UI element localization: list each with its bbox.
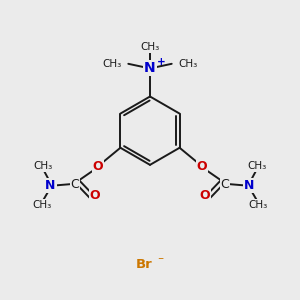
Text: O: O [200,189,210,202]
Text: CH₃: CH₃ [103,59,122,69]
Text: ⁻: ⁻ [157,255,164,268]
Text: Br: Br [136,258,152,271]
Text: CH₃: CH₃ [140,42,160,52]
Text: CH₃: CH₃ [248,200,267,210]
Text: CH₃: CH₃ [178,59,197,69]
Text: C: C [221,178,230,190]
Text: O: O [90,189,101,202]
Text: CH₃: CH₃ [247,161,266,171]
Text: O: O [196,160,207,173]
Text: C: C [70,178,79,190]
Text: CH₃: CH₃ [33,200,52,210]
Text: O: O [93,160,104,173]
Text: CH₃: CH₃ [34,161,53,171]
Text: +: + [157,57,166,67]
Text: N: N [244,179,255,192]
Text: N: N [144,61,156,75]
Text: N: N [45,179,56,192]
